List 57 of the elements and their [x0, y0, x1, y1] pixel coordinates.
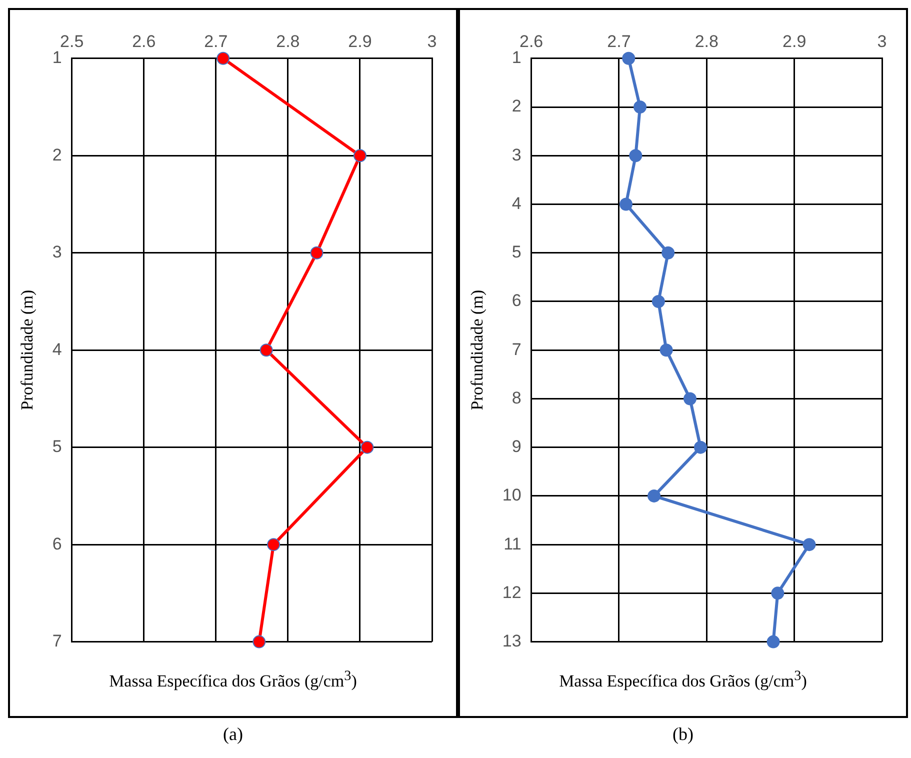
point — [634, 100, 647, 114]
x-axis-title: Massa Específica dos Grãos (g/cm$^{3}$) — [108, 668, 358, 692]
point — [260, 344, 273, 357]
y-tick-label: 3 — [52, 242, 62, 262]
x-tick-label: 2.7 — [607, 32, 631, 51]
y-tick-label: 12 — [502, 582, 522, 602]
x-tick-label: 2.8 — [276, 32, 300, 51]
point — [252, 635, 266, 648]
point — [267, 538, 280, 552]
point — [771, 586, 784, 600]
x-tick-label: 3 — [427, 32, 437, 51]
y-tick-label: 5 — [52, 437, 62, 456]
y-tick-label: 2 — [52, 145, 62, 164]
point — [622, 52, 636, 65]
point — [766, 635, 780, 648]
point — [353, 149, 366, 162]
text: (b) — [672, 724, 694, 745]
point — [619, 198, 632, 211]
text: (a) — [222, 724, 244, 745]
y-tick-label: 6 — [52, 534, 62, 554]
point — [648, 489, 661, 502]
x-tick-label: 2.6 — [519, 32, 544, 51]
y-tick-label: 7 — [52, 631, 62, 650]
y-tick-label: 4 — [512, 194, 522, 213]
x-tick-label: 2.9 — [782, 32, 806, 51]
y-tick-label: 11 — [504, 534, 522, 554]
point — [802, 538, 816, 552]
y-tick-label: 1 — [52, 48, 62, 68]
y-tick-label: 1 — [512, 48, 522, 68]
y-tick-label: 5 — [512, 242, 522, 262]
y-tick-label: 7 — [512, 340, 522, 359]
point — [652, 294, 665, 308]
point — [660, 344, 673, 357]
y-tick-label: 3 — [512, 145, 522, 164]
y-axis-title: Profundidade (m) — [18, 290, 37, 410]
y-tick-label: 4 — [52, 340, 62, 359]
point — [629, 149, 642, 162]
point — [683, 392, 696, 406]
y-tick-label: 2 — [512, 96, 522, 116]
y-tick-label: 8 — [512, 388, 522, 408]
x-tick-label: 2.5 — [60, 32, 84, 51]
x-tick-label: 2.8 — [694, 32, 718, 51]
x-tick-label: 2.7 — [204, 32, 228, 51]
point — [694, 440, 708, 454]
point — [360, 440, 374, 454]
point — [662, 246, 675, 260]
x-tick-label: 2.9 — [348, 32, 372, 51]
x-tick-label: 2.6 — [132, 32, 156, 51]
y-tick-label: 10 — [502, 486, 522, 505]
x-axis-title: Massa Específica dos Grãos (g/cm$^{3}$) — [558, 668, 808, 692]
y-tick-label: 6 — [512, 291, 522, 310]
point — [310, 246, 324, 260]
y-tick-label: 9 — [512, 437, 522, 456]
point — [216, 52, 230, 65]
y-tick-label: 13 — [502, 631, 522, 650]
y-axis-title: Profundidade (m) — [468, 290, 487, 410]
x-tick-label: 3 — [877, 32, 887, 51]
